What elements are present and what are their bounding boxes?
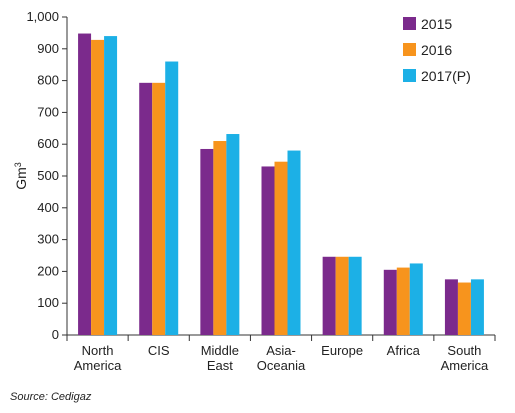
bar-2015-5 <box>383 269 397 335</box>
legend-swatch-2015 <box>403 17 416 30</box>
y-axis-label: Gm3 <box>13 162 29 190</box>
bar-2017(P)-0 <box>104 36 118 335</box>
bar-2016-1 <box>152 82 166 336</box>
y-tick-label: 600 <box>37 136 59 151</box>
y-tick-label: 100 <box>37 295 59 310</box>
x-category-label: Middle <box>201 343 239 358</box>
x-category-label: America <box>74 358 122 373</box>
x-category-label: America <box>441 358 489 373</box>
bar-chart: 0 100 200 300 400 500 600 700 800 900 1,000 Gm3 Nort… <box>13 9 496 373</box>
x-category-label: North <box>82 343 114 358</box>
bar-2016-3 <box>274 161 288 335</box>
y-tick-label: 0 <box>52 327 59 342</box>
bar-2016-0 <box>91 39 105 336</box>
bar-2015-3 <box>261 166 275 335</box>
x-category-label: CIS <box>148 343 170 358</box>
y-tick-label: 200 <box>37 263 59 278</box>
bar-2017(P)-5 <box>409 263 423 335</box>
bar-2015-4 <box>322 256 336 335</box>
bar-2016-2 <box>213 141 227 335</box>
y-tick-label: 800 <box>37 73 59 88</box>
bar-2015-1 <box>139 82 153 336</box>
bar-2017(P)-1 <box>165 61 179 336</box>
bar-2017(P)-6 <box>470 279 484 335</box>
y-tick-label: 300 <box>37 232 59 247</box>
legend-swatch-2017(P) <box>403 69 416 82</box>
y-tick-label: 500 <box>37 168 59 183</box>
bar-2015-6 <box>444 279 458 335</box>
bar-2017(P)-3 <box>287 150 301 335</box>
y-tick-label: 900 <box>37 41 59 56</box>
y-tick-label: 1,000 <box>26 9 59 24</box>
x-category-label: Africa <box>387 343 421 358</box>
legend-label: 2015 <box>421 16 452 32</box>
legend-label: 2017(P) <box>421 68 471 84</box>
x-category-label: Asia- <box>266 343 296 358</box>
x-category-label: Europe <box>321 343 363 358</box>
bar-2015-2 <box>200 148 214 335</box>
y-tick-label: 700 <box>37 104 59 119</box>
source-note: Source: Cedigaz <box>10 391 92 403</box>
x-category-label: Oceania <box>257 358 306 373</box>
bar-2016-6 <box>457 282 471 335</box>
bar-2017(P)-4 <box>348 256 362 335</box>
bar-2015-0 <box>78 33 92 335</box>
bar-2016-5 <box>396 267 410 335</box>
y-tick-label: 400 <box>37 200 59 215</box>
bar-2017(P)-2 <box>226 134 240 335</box>
legend-swatch-2016 <box>403 43 416 56</box>
x-category-label: East <box>207 358 233 373</box>
legend-label: 2016 <box>421 42 452 58</box>
bar-2016-4 <box>335 256 349 335</box>
x-category-label: South <box>447 343 481 358</box>
